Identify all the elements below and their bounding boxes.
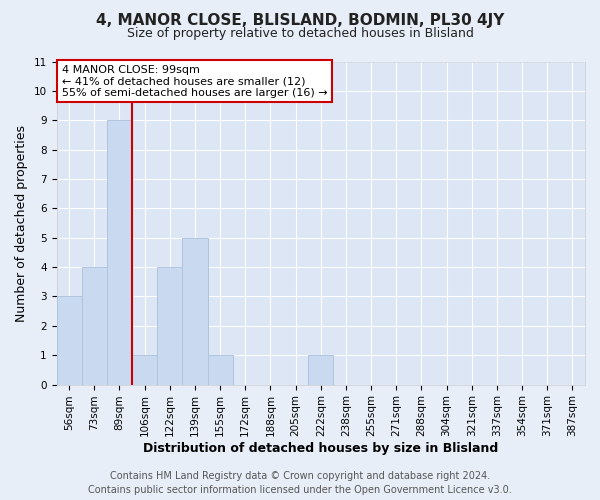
X-axis label: Distribution of detached houses by size in Blisland: Distribution of detached houses by size … [143, 442, 499, 455]
Bar [107, 120, 132, 384]
Bar [182, 238, 208, 384]
Bar [157, 267, 182, 384]
Y-axis label: Number of detached properties: Number of detached properties [15, 124, 28, 322]
Text: 4, MANOR CLOSE, BLISLAND, BODMIN, PL30 4JY: 4, MANOR CLOSE, BLISLAND, BODMIN, PL30 4… [96, 12, 504, 28]
Bar [208, 355, 233, 384]
Text: Contains HM Land Registry data © Crown copyright and database right 2024.
Contai: Contains HM Land Registry data © Crown c… [88, 471, 512, 495]
Bar [132, 355, 157, 384]
Text: Size of property relative to detached houses in Blisland: Size of property relative to detached ho… [127, 28, 473, 40]
Text: 4 MANOR CLOSE: 99sqm
← 41% of detached houses are smaller (12)
55% of semi-detac: 4 MANOR CLOSE: 99sqm ← 41% of detached h… [62, 64, 328, 98]
Bar [82, 267, 107, 384]
Bar [308, 355, 334, 384]
Bar [56, 296, 82, 384]
